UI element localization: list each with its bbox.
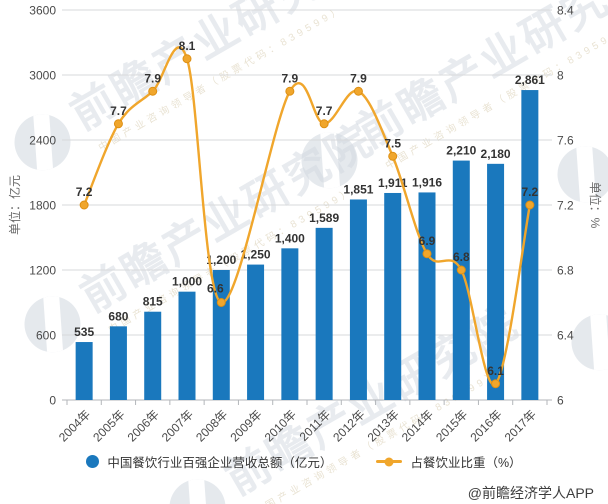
right-axis-tick-label: 8.4: [557, 4, 574, 18]
bar-2017年: [521, 90, 539, 400]
legend-label-share: 占餐饮业比重（%）: [410, 456, 522, 470]
right-axis-tick-label: 6.4: [557, 329, 574, 343]
x-axis-label: 2015年: [433, 407, 470, 444]
line-value-label: 6.8: [453, 250, 470, 264]
left-axis-tick-label: 2400: [29, 134, 56, 148]
legend-item-revenue: 中国餐饮行业百强企业营收总额（亿元）: [86, 452, 332, 471]
line-point-2004年: [79, 200, 89, 210]
line-value-label: 6.6: [207, 282, 224, 296]
bar-value-label: 680: [108, 309, 128, 323]
bar-2015年: [452, 160, 470, 400]
x-axis-label: 2012年: [330, 407, 367, 444]
line-point-2007年: [182, 54, 192, 64]
line-value-label: 6.9: [419, 234, 436, 248]
bar-value-label: 2,210: [446, 144, 476, 158]
line-point-2008年: [216, 298, 226, 307]
x-axis-label: 2005年: [90, 407, 127, 444]
right-axis-tick-label: 6.8: [557, 264, 574, 278]
legend-label-revenue: 中国餐饮行业百强企业营收总额（亿元）: [107, 456, 333, 470]
x-axis-label: 2013年: [365, 407, 402, 444]
line-value-label: 7.2: [522, 185, 539, 199]
x-axis-label: 2006年: [125, 407, 162, 444]
bar-value-label: 1,851: [343, 182, 373, 196]
line-point-2016年: [491, 379, 501, 389]
line-value-label: 7.5: [384, 136, 401, 150]
bar-value-label: 1,589: [309, 211, 339, 225]
right-axis-tick-label: 6: [557, 394, 564, 408]
line-value-label: 7.7: [316, 104, 333, 118]
bar-2016年: [487, 163, 505, 400]
footer-credit: @前瞻经济学人APP: [467, 485, 594, 501]
right-axis-tick-label: 7.6: [557, 134, 574, 148]
bar-value-label: 2,180: [481, 147, 511, 161]
x-axis-label: 2017年: [502, 407, 539, 444]
line-point-2011年: [319, 119, 329, 129]
line-point-2006年: [148, 86, 158, 96]
left-axis-tick-label: 0: [49, 394, 56, 408]
x-axis-label: 2004年: [56, 407, 93, 444]
line-point-2013年: [388, 151, 398, 161]
bar-2012年: [349, 199, 367, 400]
x-axis-label: 2016年: [467, 407, 504, 444]
line-value-label: 7.9: [144, 71, 161, 85]
line-point-2012年: [353, 86, 363, 96]
line-value-label: 8.1: [179, 39, 196, 53]
line-value-label: 7.9: [350, 71, 367, 85]
x-axis-label: 2007年: [159, 407, 196, 444]
left-axis-tick-label: 3600: [29, 4, 56, 18]
left-axis-title: 单位：亿元: [7, 175, 22, 235]
line-series-marker-dot-icon: [384, 457, 394, 466]
bar-value-label: 815: [143, 295, 163, 309]
line-value-label: 7.2: [76, 185, 93, 199]
line-point-2010年: [285, 86, 295, 96]
bar-2005年: [109, 326, 127, 400]
bar-2007年: [178, 291, 196, 400]
right-axis-tick-label: 8: [557, 69, 564, 83]
line-point-2017年: [525, 200, 535, 210]
line-point-2015年: [456, 265, 466, 275]
line-value-label: 6.1: [487, 364, 504, 378]
bar-value-label: 535: [74, 325, 94, 339]
bar-value-label: 1,400: [275, 231, 305, 245]
bar-2006年: [144, 311, 162, 400]
bar-2010年: [281, 248, 299, 400]
line-point-2014年: [422, 249, 432, 259]
left-axis-tick-label: 600: [36, 329, 56, 343]
bar-2009年: [247, 264, 265, 400]
x-axis-label: 2010年: [262, 407, 299, 444]
legend: 中国餐饮行业百强企业营收总额（亿元） 占餐饮业比重（%）: [0, 452, 608, 471]
bar-2013年: [384, 192, 402, 400]
bar-value-label: 1,916: [412, 175, 442, 189]
x-axis-label: 2008年: [193, 407, 230, 444]
line-point-2005年: [113, 119, 123, 129]
bar-value-label: 1,200: [206, 253, 236, 267]
line-series-path: [83, 46, 532, 386]
line-series-marker-icon: [376, 457, 403, 466]
legend-item-share: 占餐饮业比重（%）: [376, 452, 522, 471]
left-axis-tick-label: 3000: [29, 69, 56, 83]
x-axis-label: 2011年: [297, 407, 334, 444]
right-axis-tick-label: 7.2: [557, 199, 574, 213]
bar-series-marker-icon: [86, 455, 100, 468]
bar-value-label: 1,000: [172, 275, 202, 289]
line-value-label: 7.9: [282, 71, 299, 85]
x-axis-label: 2009年: [227, 407, 264, 444]
bar-2011年: [315, 227, 333, 400]
left-axis-tick-label: 1800: [29, 199, 56, 213]
line-value-label: 7.7: [110, 104, 127, 118]
x-axis-label: 2014年: [399, 407, 436, 444]
left-axis-tick-label: 1200: [29, 264, 56, 278]
bar-value-label: 1,250: [241, 248, 271, 262]
bar-value-label: 2,861: [515, 73, 545, 87]
bar-2004年: [75, 342, 93, 400]
right-axis-title: 单位：%: [588, 182, 603, 229]
bar-2014年: [418, 192, 436, 400]
